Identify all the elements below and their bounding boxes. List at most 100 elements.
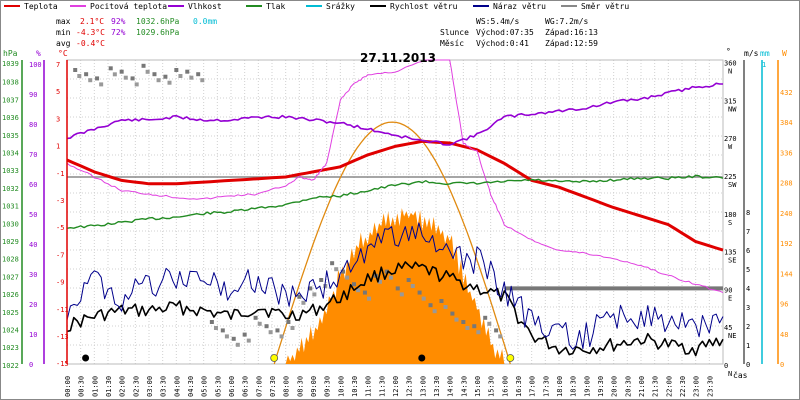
hpa-tick: 1034 bbox=[2, 150, 19, 158]
ms-tick: 4 bbox=[746, 285, 750, 293]
wind-direction-point bbox=[428, 303, 433, 308]
wind-direction-point bbox=[443, 305, 448, 309]
stats-min-press: 1029.6hPa bbox=[136, 28, 180, 37]
x-axis-label: čas bbox=[733, 370, 748, 380]
deg-compass: E bbox=[728, 294, 732, 302]
hpa-tick: 1028 bbox=[2, 256, 19, 264]
sun-label: Slunce bbox=[440, 28, 469, 37]
series-line bbox=[66, 261, 724, 357]
x-tick: 17:30 bbox=[542, 376, 550, 397]
wind-direction-point bbox=[334, 267, 339, 272]
degc-tick: -7 bbox=[56, 251, 64, 259]
legend-label: Teplota bbox=[24, 2, 58, 11]
x-tick: 17:00 bbox=[529, 376, 537, 397]
x-tick: 19:30 bbox=[597, 376, 605, 397]
degc-tick: 5 bbox=[56, 88, 60, 96]
wind-direction-point bbox=[99, 82, 104, 87]
wind-direction-point bbox=[178, 74, 183, 78]
wind-direction-point bbox=[356, 288, 361, 293]
wind-direction-point bbox=[141, 63, 146, 68]
wind-direction-point bbox=[388, 275, 393, 280]
deg-compass: NE bbox=[728, 332, 736, 340]
wind-direction-point bbox=[312, 292, 317, 297]
chart-title: 27.11.2013 bbox=[360, 51, 436, 65]
degc-tick: -3 bbox=[56, 197, 64, 205]
stats-panel: max 2.1°C 92% 1032.6hPa 0.0mm min -4.3°C… bbox=[56, 17, 748, 380]
x-tick: 08:30 bbox=[296, 376, 304, 397]
degc-tick: 3 bbox=[56, 115, 60, 123]
legend-label: Směr větru bbox=[581, 2, 629, 11]
stats-avg-temp: -0.4°C bbox=[76, 39, 105, 48]
axes: hPa% °C1039103810371036103510341033103210… bbox=[2, 47, 793, 397]
x-tick: 10:00 bbox=[337, 376, 345, 397]
legend-label: Rychlost větru bbox=[390, 2, 458, 11]
wind-direction-point bbox=[231, 336, 236, 341]
pct-tick: 100 bbox=[29, 61, 42, 69]
x-tick: 01:30 bbox=[105, 376, 113, 397]
wind-direction-point bbox=[410, 284, 415, 288]
w-tick: 48 bbox=[780, 331, 788, 339]
deg-tick: 90 bbox=[724, 286, 732, 294]
x-tick: 20:00 bbox=[611, 376, 619, 397]
pct-tick: 20 bbox=[29, 301, 37, 309]
ms-tick: 3 bbox=[746, 304, 750, 312]
wind-direction-point bbox=[73, 68, 78, 72]
wind-direction-point bbox=[461, 320, 466, 324]
hpa-tick: 1026 bbox=[2, 291, 19, 299]
x-tick: 11:00 bbox=[365, 376, 373, 397]
deg-tick: 0 bbox=[724, 362, 728, 370]
degc-unit: °C bbox=[58, 49, 68, 58]
wind-direction-point bbox=[185, 69, 190, 74]
wind-direction-point bbox=[290, 326, 295, 330]
legend-label: Srážky bbox=[326, 2, 355, 11]
wind-direction-point bbox=[213, 326, 218, 330]
x-tick: 05:30 bbox=[214, 376, 222, 397]
deg-tick: 315 bbox=[724, 97, 737, 105]
x-tick: 03:30 bbox=[160, 376, 168, 397]
w-tick: 384 bbox=[780, 119, 793, 127]
degc-tick: -9 bbox=[56, 279, 64, 287]
wind-direction-point bbox=[253, 315, 258, 320]
wind-direction-point bbox=[367, 296, 372, 301]
wind-direction-point bbox=[301, 300, 306, 305]
ms-tick: 1 bbox=[746, 342, 750, 350]
wind-direction-point bbox=[264, 324, 269, 329]
x-tick: 21:00 bbox=[638, 376, 646, 397]
hpa-unit: hPa bbox=[3, 49, 18, 58]
x-tick: 16:30 bbox=[515, 376, 523, 397]
wind-direction-point bbox=[152, 72, 157, 77]
x-tick: 14:30 bbox=[460, 376, 468, 397]
x-tick: 18:00 bbox=[556, 376, 564, 397]
wind-direction-point bbox=[123, 75, 128, 80]
wind-direction-point bbox=[268, 330, 273, 335]
moon-rise: Východ:0:41 bbox=[476, 39, 529, 48]
wind-direction-point bbox=[439, 299, 444, 303]
hpa-tick: 1030 bbox=[2, 220, 19, 228]
x-tick: 22:00 bbox=[665, 376, 673, 397]
degc-tick: 7 bbox=[56, 61, 60, 69]
hpa-tick: 1025 bbox=[2, 309, 19, 317]
x-tick: 07:30 bbox=[269, 376, 277, 397]
hpa-tick: 1029 bbox=[2, 238, 19, 246]
wind-direction-point bbox=[432, 309, 437, 314]
wind-direction-point bbox=[330, 261, 335, 266]
series-line bbox=[66, 59, 724, 294]
x-tick: 06:30 bbox=[242, 376, 250, 397]
hpa-tick: 1027 bbox=[2, 273, 19, 281]
wind-ws: WS:5.4m/s bbox=[476, 17, 520, 26]
x-tick: 04:00 bbox=[173, 376, 181, 397]
hpa-tick: 1023 bbox=[2, 344, 19, 352]
pct-tick: 80 bbox=[29, 121, 37, 129]
w-tick: 96 bbox=[780, 301, 788, 309]
deg-compass: W bbox=[728, 143, 733, 151]
solar-area bbox=[285, 208, 505, 364]
degc-tick: -11 bbox=[56, 306, 69, 314]
x-tick: 15:00 bbox=[474, 376, 482, 397]
wind-direction-point bbox=[286, 320, 291, 324]
wind-direction-point bbox=[224, 334, 229, 339]
x-tick: 21:30 bbox=[652, 376, 660, 397]
stats-avg-label: avg bbox=[56, 39, 71, 48]
x-tick: 10:30 bbox=[351, 376, 359, 397]
series-line bbox=[66, 139, 724, 252]
